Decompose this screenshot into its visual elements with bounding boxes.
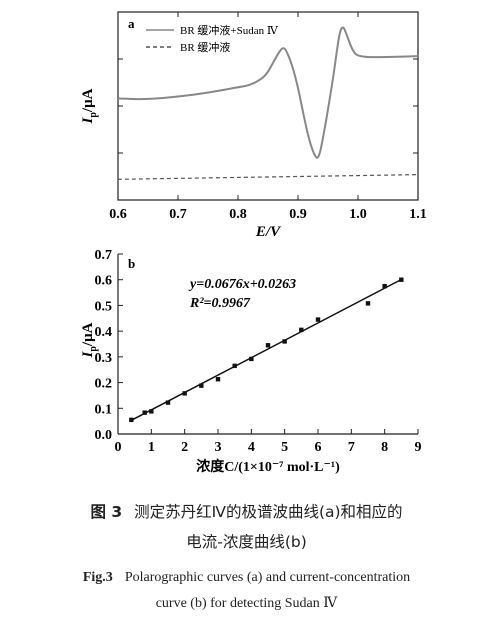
fit-line bbox=[130, 278, 402, 421]
x-tick-label-b-3: 3 bbox=[215, 440, 222, 455]
x-axis-title-b: 浓度C/(1×10⁻⁷ mol·L⁻¹) bbox=[196, 458, 340, 475]
x-axis-title-a: E/V bbox=[255, 224, 282, 240]
x-tick-label-b-9: 9 bbox=[415, 440, 422, 455]
x-tick-label-a-0: 0.6 bbox=[109, 207, 127, 222]
figure-caption-cn: 图 3 测定苏丹红Ⅳ的极谱波曲线(a)和相应的 电流-浓度曲线(b) bbox=[0, 497, 493, 557]
y-tick-label-b-1: 0.1 bbox=[95, 402, 113, 417]
caption-cn-text-1: 测定苏丹红Ⅳ的极谱波曲线(a)和相应的 bbox=[134, 503, 403, 521]
y-tick-label-b-2: 0.2 bbox=[95, 377, 113, 392]
data-point-10 bbox=[282, 339, 287, 344]
data-point-15 bbox=[399, 277, 404, 282]
chart-a: 0.6 0.7 0.8 0.9 1.0 1.1 a BR 缓冲液+Sudan Ⅳ BR 缓冲液 I… bbox=[80, 11, 427, 240]
data-point-6 bbox=[215, 377, 221, 382]
data-point-2 bbox=[149, 409, 154, 414]
regression-equation: y=0.0676x+0.0263 bbox=[188, 277, 296, 292]
data-point-12 bbox=[315, 317, 321, 322]
x-tick-label-a-5: 1.1 bbox=[409, 207, 427, 222]
panel-label-a: a bbox=[128, 16, 135, 31]
data-point-11 bbox=[299, 327, 304, 333]
caption-en-fig-label: Fig.3 bbox=[82, 570, 113, 585]
caption-en-line-1: Fig.3 Polarographic curves (a) and curren… bbox=[0, 565, 493, 591]
data-point-7 bbox=[232, 363, 237, 369]
caption-en-line-2: curve (b) for detecting Sudan Ⅳ bbox=[155, 596, 338, 611]
y-axis-title-b: Ip/μA bbox=[80, 322, 99, 358]
y-tick-label-b-0: 0.0 bbox=[95, 428, 113, 443]
x-tick-label-b-4: 4 bbox=[248, 440, 255, 455]
caption-en-text-1: Polarographic curves (a) and current-con… bbox=[124, 570, 411, 585]
y-tick-label-b-3: 0.3 bbox=[95, 351, 113, 366]
data-point-9 bbox=[265, 343, 271, 348]
data-point-4 bbox=[182, 391, 187, 396]
legend-label-0: BR 缓冲液+Sudan Ⅳ bbox=[180, 23, 279, 37]
y-tick-label-b-5: 0.5 bbox=[95, 299, 113, 314]
data-point-5 bbox=[199, 383, 204, 388]
chart-b: 0 1 2 3 4 5 6 7 8 9 0.0 0.1 0.2 0.3 0.4 0.5 0.6 0.7 b y=0.0… bbox=[80, 248, 422, 475]
series-line-0 bbox=[117, 26, 419, 159]
x-tick-label-a-1: 0.7 bbox=[169, 207, 187, 222]
caption-cn-line-2: 电流-浓度曲线(b) bbox=[186, 533, 307, 551]
data-point-14 bbox=[382, 283, 387, 289]
y-axis-title-a: Ip/μA bbox=[80, 88, 99, 124]
x-tick-label-a-2: 0.8 bbox=[229, 207, 247, 222]
data-point-3 bbox=[165, 400, 171, 405]
data-point-1 bbox=[142, 410, 147, 415]
caption-cn-fig-label: 图 3 bbox=[90, 503, 123, 521]
panel-label-b: b bbox=[128, 256, 135, 271]
y-tick-label-b-7: 0.7 bbox=[95, 248, 113, 263]
x-tick-label-b-6: 6 bbox=[315, 440, 322, 455]
legend-label-1: BR 缓冲液 bbox=[180, 40, 230, 54]
x-tick-label-a-4: 1.0 bbox=[349, 207, 367, 222]
plot-frame-a bbox=[117, 11, 419, 201]
y-tick-label-b-4: 0.4 bbox=[95, 325, 113, 340]
x-tick-label-a-3: 0.9 bbox=[289, 207, 307, 222]
r-squared-label: R²=0.9967 bbox=[189, 296, 251, 311]
x-tick-label-b-8: 8 bbox=[381, 440, 388, 455]
x-tick-label-b-0: 0 bbox=[115, 440, 122, 455]
figure-caption-en: Fig.3 Polarographic curves (a) and curren… bbox=[0, 565, 493, 617]
data-point-13 bbox=[365, 301, 371, 306]
x-tick-label-b-2: 2 bbox=[181, 440, 188, 455]
caption-cn-line-1: 图 3 测定苏丹红Ⅳ的极谱波曲线(a)和相应的 bbox=[0, 497, 493, 527]
x-tick-label-b-7: 7 bbox=[348, 440, 355, 455]
series-line-1 bbox=[117, 174, 419, 180]
x-tick-label-b-1: 1 bbox=[148, 440, 155, 455]
y-tick-label-b-6: 0.6 bbox=[95, 274, 113, 289]
x-tick-label-b-5: 5 bbox=[281, 440, 288, 455]
data-point-8 bbox=[249, 356, 254, 362]
data-point-0 bbox=[129, 417, 134, 423]
